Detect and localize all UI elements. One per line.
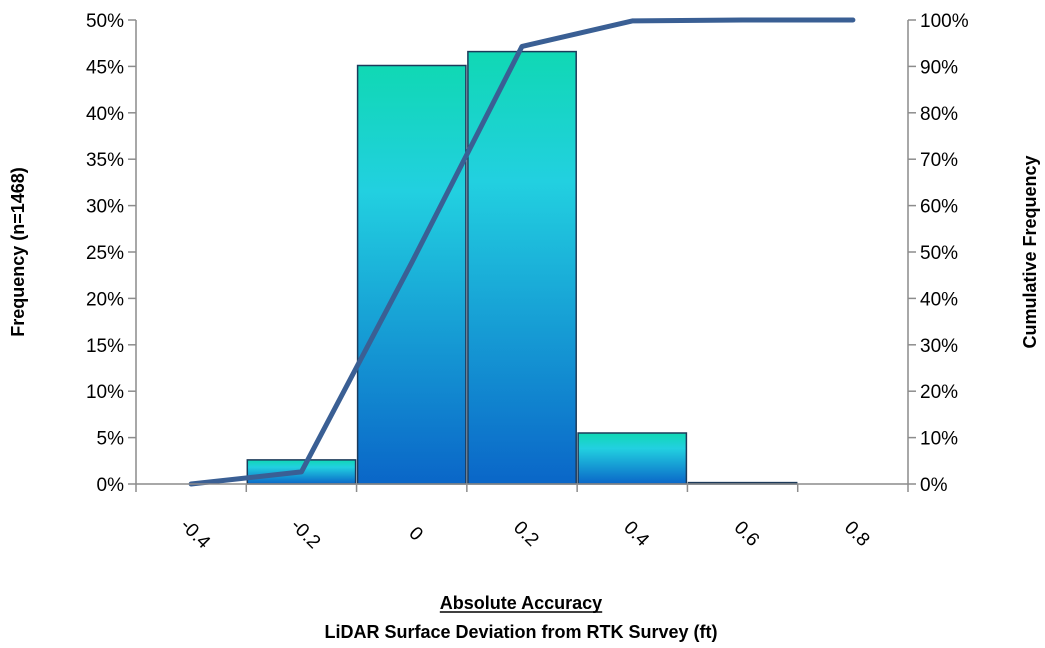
bar-2 [356, 64, 467, 485]
y2-tick-label: 100% [920, 11, 969, 32]
cumulative-frequency-line [188, 17, 856, 487]
x-tick-label: 0.6 [730, 517, 764, 551]
y-axis-title: Frequency (n=1468) [8, 167, 28, 337]
x-tick-label: -0.2 [286, 515, 324, 553]
y-tick-label: 20% [86, 289, 124, 310]
axes [128, 19, 916, 492]
y2-tick-label: 30% [920, 336, 958, 357]
x-tick-label: 0.2 [509, 517, 543, 551]
y2-tick-label: 20% [920, 382, 958, 403]
left-axis-tick-labels: 0% 5% 10% 15% 20% 25% 30% 35% 40% 45% 50% [86, 11, 124, 496]
y-tick-label: 35% [86, 150, 124, 171]
bar-4 [577, 432, 688, 485]
y2-tick-label: 10% [920, 429, 958, 450]
y2-tick-label: 40% [920, 289, 958, 310]
y2-tick-label: 60% [920, 197, 958, 218]
y-tick-label: 40% [86, 104, 124, 125]
y2-tick-label: 0% [920, 475, 948, 496]
plot-area [188, 17, 856, 487]
y-tick-label: 45% [86, 57, 124, 78]
x-tick-label: 0.8 [840, 517, 874, 551]
right-axis-tick-labels: 0% 10% 20% 30% 40% 50% 60% 70% 80% 90% 100% [920, 11, 969, 496]
y-tick-label: 10% [86, 382, 124, 403]
y-tick-label: 0% [97, 475, 125, 496]
x-axis-tick-labels: -0.4 -0.2 0 0.2 0.4 0.6 0.8 [176, 515, 873, 553]
x-tick-label: 0 [404, 523, 426, 545]
x-tick-label: -0.4 [176, 515, 214, 553]
y-tick-label: 50% [86, 11, 124, 32]
y-tick-label: 30% [86, 197, 124, 218]
y2-tick-label: 90% [920, 57, 958, 78]
y2-tick-label: 70% [920, 150, 958, 171]
y2-tick-label: 50% [920, 243, 958, 264]
y-tick-label: 25% [86, 243, 124, 264]
x-axis-title: Absolute Accuracy [440, 593, 602, 613]
y-tick-label: 5% [97, 429, 125, 450]
y2-axis-title: Cumulative Frequency [1020, 155, 1040, 348]
x-tick-label: 0.4 [619, 517, 653, 551]
y-tick-label: 15% [86, 336, 124, 357]
y2-tick-label: 80% [920, 104, 958, 125]
x-axis-subtitle: LiDAR Surface Deviation from RTK Survey … [324, 622, 717, 642]
